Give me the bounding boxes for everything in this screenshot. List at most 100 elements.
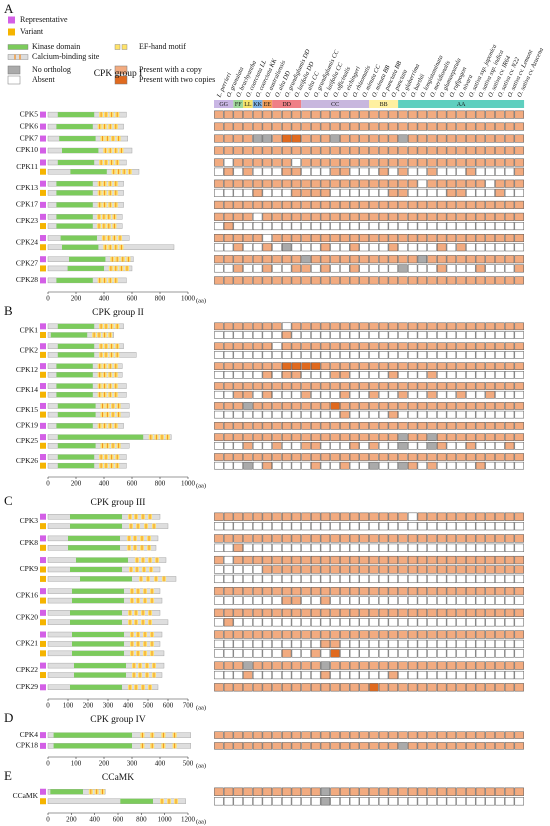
ortholog-cell — [252, 331, 263, 339]
ortholog-cell — [223, 422, 234, 430]
ortholog-cell — [495, 433, 505, 441]
ortholog-cell — [243, 167, 253, 176]
ortholog-cell — [475, 787, 486, 796]
ortholog-cell — [504, 322, 515, 331]
ortholog-cell — [223, 639, 234, 649]
ortholog-cell — [378, 683, 389, 692]
row-marker — [40, 180, 46, 187]
ortholog-cell — [320, 134, 331, 143]
ortholog-cell — [495, 453, 505, 461]
ortholog-cell — [281, 222, 292, 231]
ortholog-cell — [398, 370, 408, 379]
ortholog-cell — [417, 522, 428, 531]
ortholog-cell — [417, 255, 428, 264]
ortholog-cell — [475, 234, 486, 243]
ortholog-cell — [349, 331, 360, 339]
ortholog-cell — [437, 608, 447, 617]
ortholog-cell — [407, 512, 418, 521]
ortholog-cell — [388, 234, 398, 243]
ortholog-cell — [475, 322, 486, 331]
kinase-domain — [62, 148, 99, 154]
ortholog-cell — [291, 370, 302, 379]
ortholog-cell — [369, 543, 379, 552]
ortholog-cell — [485, 255, 495, 264]
row-marker — [40, 619, 46, 626]
ortholog-cell — [349, 322, 360, 331]
ortholog-cell — [514, 630, 524, 639]
ortholog-cell — [281, 433, 292, 441]
ortholog-cell — [504, 596, 515, 605]
ortholog-cell — [340, 441, 350, 450]
ortholog-cell — [495, 188, 505, 197]
ortholog-cell — [252, 522, 263, 531]
ortholog-cell — [398, 433, 408, 441]
ortholog-cell — [407, 264, 418, 273]
ortholog-cell — [214, 565, 224, 574]
ortholog-cell — [223, 555, 234, 565]
ortholog-cell — [330, 264, 340, 273]
ortholog-cell — [243, 453, 253, 461]
ortholog-cell — [272, 255, 282, 264]
ortholog-cell — [252, 276, 263, 285]
ortholog-cell — [427, 618, 437, 627]
ortholog-cell — [427, 565, 437, 574]
ortholog-cell — [456, 639, 466, 649]
kinase-domain — [50, 332, 88, 338]
ortholog-cell — [427, 512, 437, 521]
ortholog-cell — [291, 587, 302, 596]
ortholog-cell — [301, 596, 311, 605]
row-marker — [40, 672, 46, 679]
row-marker — [40, 513, 46, 520]
ortholog-cell — [243, 382, 253, 390]
ortholog-cell — [359, 512, 369, 521]
kinase-domain — [70, 514, 122, 520]
ortholog-cell — [320, 742, 331, 750]
ortholog-cell — [437, 167, 447, 176]
ortholog-cell — [378, 134, 389, 143]
ortholog-cell — [262, 134, 272, 143]
ortholog-cell — [311, 234, 321, 243]
ortholog-cell — [223, 255, 234, 264]
ortholog-cell — [330, 649, 340, 658]
ortholog-cell — [223, 362, 234, 370]
ortholog-cell — [407, 587, 418, 596]
x-tick-label: 400 — [99, 295, 110, 303]
ortholog-cell — [281, 787, 292, 796]
ortholog-cell — [233, 188, 243, 197]
ortholog-cell — [504, 797, 515, 806]
ortholog-cell — [252, 422, 263, 430]
ortholog-cell — [437, 787, 447, 796]
ortholog-cell — [262, 212, 272, 221]
ortholog-cell — [330, 134, 340, 143]
ortholog-cell — [417, 649, 428, 658]
ortholog-cell — [514, 158, 524, 167]
ortholog-cell — [417, 618, 428, 627]
ortholog-cell — [291, 422, 302, 430]
genome-group-bar — [369, 100, 399, 108]
ortholog-cell — [407, 342, 418, 351]
ortholog-cell — [340, 212, 350, 221]
ortholog-cell — [320, 351, 331, 359]
ortholog-cell — [456, 110, 466, 119]
ortholog-cell — [349, 179, 360, 188]
ortholog-cell — [291, 522, 302, 531]
ortholog-cell — [456, 555, 466, 565]
ortholog-cell — [446, 618, 457, 627]
ortholog-cell — [398, 158, 408, 167]
ortholog-cell — [243, 596, 253, 605]
ortholog-cell — [514, 565, 524, 574]
ortholog-cell — [504, 362, 515, 370]
ortholog-cell — [359, 146, 369, 155]
ortholog-cell — [311, 390, 321, 399]
ortholog-cell — [485, 134, 495, 143]
ortholog-cell — [301, 146, 311, 155]
kinase-domain — [56, 214, 93, 220]
ortholog-cell — [214, 200, 224, 209]
ortholog-cell — [495, 670, 505, 680]
ortholog-cell — [349, 618, 360, 627]
ortholog-cell — [495, 618, 505, 627]
ortholog-cell — [398, 222, 408, 231]
ortholog-cell — [456, 167, 466, 176]
kinase-domain — [56, 124, 93, 130]
